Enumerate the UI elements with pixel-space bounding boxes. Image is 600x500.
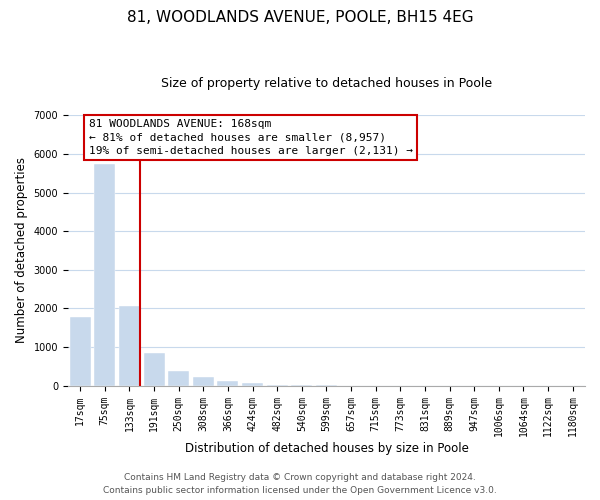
Title: Size of property relative to detached houses in Poole: Size of property relative to detached ho…: [161, 78, 492, 90]
Text: 81, WOODLANDS AVENUE, POOLE, BH15 4EG: 81, WOODLANDS AVENUE, POOLE, BH15 4EG: [127, 10, 473, 25]
Bar: [267, 385, 287, 386]
Bar: [217, 382, 238, 386]
Bar: [193, 376, 214, 386]
Bar: [143, 353, 164, 386]
Bar: [70, 317, 91, 386]
Text: 81 WOODLANDS AVENUE: 168sqm
← 81% of detached houses are smaller (8,957)
19% of : 81 WOODLANDS AVENUE: 168sqm ← 81% of det…: [89, 120, 413, 156]
Y-axis label: Number of detached properties: Number of detached properties: [15, 158, 28, 344]
Text: Contains HM Land Registry data © Crown copyright and database right 2024.
Contai: Contains HM Land Registry data © Crown c…: [103, 474, 497, 495]
Bar: [119, 306, 140, 386]
Bar: [94, 164, 115, 386]
X-axis label: Distribution of detached houses by size in Poole: Distribution of detached houses by size …: [185, 442, 469, 455]
Bar: [242, 384, 263, 386]
Bar: [168, 371, 189, 386]
